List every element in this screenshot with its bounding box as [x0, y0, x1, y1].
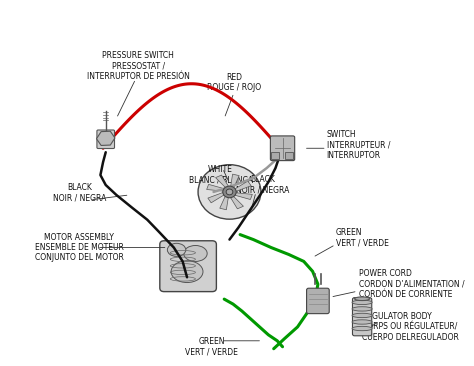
- FancyBboxPatch shape: [285, 152, 293, 158]
- Text: RED
ROUGE / ROJO: RED ROUGE / ROJO: [207, 73, 261, 93]
- Text: BLACK
NOIR / NEGRA: BLACK NOIR / NEGRA: [236, 175, 289, 195]
- Polygon shape: [233, 193, 252, 199]
- Text: BLACK
NOIR / NEGRA: BLACK NOIR / NEGRA: [53, 183, 106, 203]
- FancyBboxPatch shape: [160, 241, 217, 292]
- FancyBboxPatch shape: [307, 288, 329, 314]
- Polygon shape: [208, 192, 225, 203]
- Polygon shape: [220, 195, 228, 210]
- Circle shape: [198, 165, 261, 219]
- Text: POWER CORD
CORDON D’ALIMENTATION /
CORDÓN DE CORRIENTE: POWER CORD CORDON D’ALIMENTATION / CORDÓ…: [359, 269, 465, 299]
- Polygon shape: [207, 184, 226, 191]
- Polygon shape: [229, 195, 244, 209]
- FancyBboxPatch shape: [97, 130, 115, 149]
- Polygon shape: [216, 175, 229, 189]
- Text: SWITCH
INTERRUPTEUR /
INTERRUPTOR: SWITCH INTERRUPTEUR / INTERRUPTOR: [327, 130, 390, 160]
- Ellipse shape: [352, 300, 372, 305]
- Text: REGULATOR BODY
CORPS OU RÉGULATEUR/
CUERPO DELREGULADOR: REGULATOR BODY CORPS OU RÉGULATEUR/ CUER…: [362, 312, 459, 342]
- Text: WHITE
BLANC / BLANCA: WHITE BLANC / BLANCA: [189, 165, 253, 185]
- Ellipse shape: [352, 326, 372, 331]
- Ellipse shape: [171, 261, 203, 283]
- Text: GREEN
VERT / VERDE: GREEN VERT / VERDE: [336, 228, 389, 247]
- Polygon shape: [97, 131, 115, 145]
- Circle shape: [226, 189, 233, 195]
- Ellipse shape: [355, 297, 370, 300]
- Text: MOTOR ASSEMBLY
ENSEMBLE DE MOTEUR
CONJUNTO DEL MOTOR: MOTOR ASSEMBLY ENSEMBLE DE MOTEUR CONJUN…: [35, 233, 124, 262]
- Polygon shape: [234, 181, 251, 192]
- FancyBboxPatch shape: [271, 152, 279, 158]
- Circle shape: [223, 186, 236, 198]
- FancyBboxPatch shape: [353, 298, 372, 336]
- FancyBboxPatch shape: [270, 136, 295, 161]
- Ellipse shape: [352, 320, 372, 324]
- Ellipse shape: [167, 243, 186, 257]
- Ellipse shape: [352, 313, 372, 318]
- Text: PRESSURE SWITCH
PRESSOSTAT /
INTERRUPTOR DE PRESIÓN: PRESSURE SWITCH PRESSOSTAT / INTERRUPTOR…: [87, 51, 190, 81]
- Polygon shape: [230, 174, 239, 189]
- Ellipse shape: [184, 246, 207, 261]
- Text: GREEN
VERT / VERDE: GREEN VERT / VERDE: [185, 337, 238, 356]
- Ellipse shape: [352, 307, 372, 311]
